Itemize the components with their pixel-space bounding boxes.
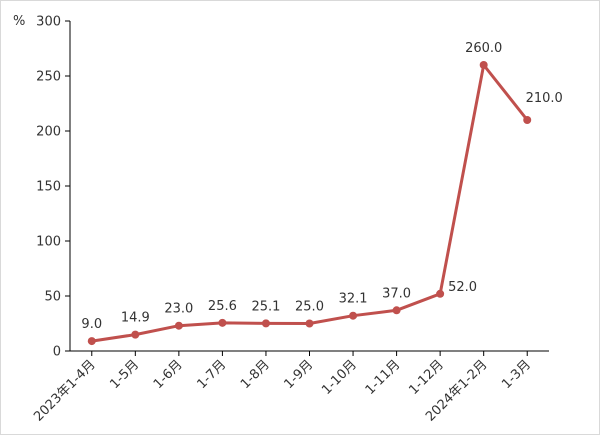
y-axis-unit-label: % [13,14,25,29]
y-tick-label: 0 [53,345,61,360]
y-tick-label: 300 [36,15,61,30]
data-point [87,337,96,346]
y-tick-label: 250 [36,70,61,85]
data-point [436,289,445,298]
x-tick-label: 1-12月 [406,357,447,398]
series-layer: 9.0 14.9 23.0 25.6 25.1 25.0 32.1 37.0 52.0 260.0… [81,41,563,346]
data-point [174,321,183,330]
data-point [261,319,270,328]
data-label: 260.0 [465,41,502,56]
data-label: 9.0 [81,317,102,332]
data-label: 23.0 [164,302,193,317]
data-label: 25.1 [251,299,280,314]
x-tick-label: 1-7月 [194,357,229,392]
y-tick-label: 150 [36,180,61,195]
data-point [479,61,488,69]
data-label: 32.1 [339,292,368,307]
data-point [523,116,532,124]
x-tick-label: 1-3月 [499,357,534,392]
x-tick-label: 2023年1-4月 [31,357,98,424]
data-point [392,306,401,315]
y-tick-label: 50 [44,290,61,305]
data-label: 52.0 [448,280,477,295]
x-tick-label: 1-9月 [282,357,317,392]
x-tick-label: 1-10月 [319,357,360,398]
data-label: 210.0 [526,91,563,106]
data-point [305,319,314,328]
x-tick-label: 1-11月 [363,357,404,398]
x-axis: 2023年1-4月 1-5月 1-6月 1-7月 1-8月 1-9月 1-10月 1-11月 1… [31,350,549,425]
data-label: 37.0 [382,286,411,301]
data-point [131,330,140,339]
data-label: 25.6 [208,299,237,314]
data-label: 14.9 [121,311,150,326]
y-tick-label: 200 [36,125,61,140]
x-tick-label: 1-6月 [151,357,186,392]
y-tick-label: 100 [36,235,61,250]
data-point [218,318,227,327]
x-tick-label: 1-8月 [238,357,273,392]
data-label: 25.0 [295,300,324,315]
y-axis: 0 50 100 150 200 250 300 [36,15,71,360]
x-tick-label: 1-5月 [107,357,142,392]
data-point [349,311,358,320]
